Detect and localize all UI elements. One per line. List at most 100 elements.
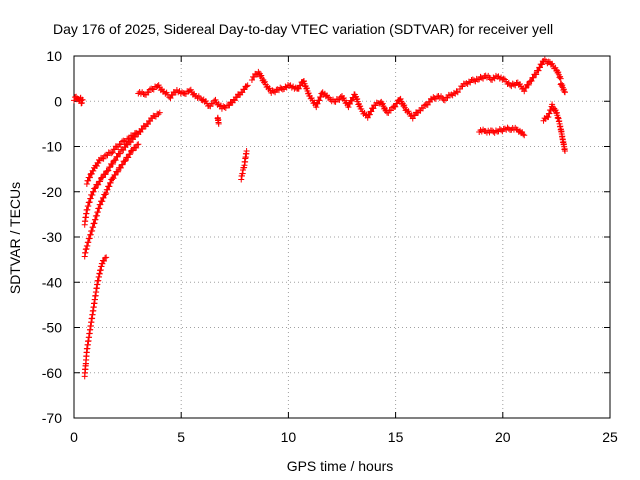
data-point <box>533 71 540 78</box>
data-point <box>555 69 562 76</box>
data-point <box>539 61 546 68</box>
data-point <box>454 89 461 96</box>
series-seg-i <box>248 68 461 122</box>
data-point <box>86 174 93 181</box>
data-point <box>521 132 528 139</box>
y-tick-label: 10 <box>46 48 62 64</box>
data-point <box>88 170 95 177</box>
data-point <box>125 136 132 143</box>
x-tick-label: 0 <box>70 429 78 445</box>
data-point <box>392 103 399 110</box>
data-point <box>303 85 310 92</box>
data-point <box>530 74 537 81</box>
data-point <box>261 78 268 85</box>
data-point <box>366 111 373 118</box>
data-point <box>357 103 364 110</box>
data-point <box>119 161 126 168</box>
data-point <box>110 175 117 182</box>
data-point <box>95 181 102 188</box>
data-point <box>162 90 169 97</box>
data-point <box>521 88 528 95</box>
series-seg-g <box>214 114 222 127</box>
data-point <box>528 77 535 84</box>
series-seg-k <box>476 124 528 139</box>
data-point <box>92 184 99 191</box>
data-point <box>349 97 356 104</box>
data-point <box>106 183 113 190</box>
x-tick-label: 25 <box>602 429 618 445</box>
data-point <box>336 96 343 103</box>
data-point <box>102 171 109 178</box>
y-tick-label: -40 <box>42 274 62 290</box>
data-point <box>546 110 553 117</box>
data-point <box>125 154 132 161</box>
data-points <box>71 56 568 380</box>
data-point <box>379 100 386 107</box>
y-tick-label: -70 <box>42 410 62 426</box>
data-point <box>368 108 375 115</box>
data-point <box>505 125 512 132</box>
data-point <box>523 85 530 92</box>
data-point <box>112 171 119 178</box>
data-point <box>364 114 371 121</box>
data-point <box>89 192 96 199</box>
data-point <box>557 75 564 82</box>
data-point <box>107 179 114 186</box>
data-point <box>121 158 128 165</box>
data-point <box>133 129 140 136</box>
data-point <box>313 104 320 111</box>
data-point <box>156 109 163 116</box>
data-point <box>83 181 90 188</box>
data-point <box>85 177 92 184</box>
data-point <box>308 94 315 101</box>
x-tick-label: 10 <box>281 429 297 445</box>
data-point <box>420 105 427 112</box>
series-seg-m <box>557 80 568 96</box>
x-tick-label: 15 <box>388 429 404 445</box>
data-point <box>79 96 86 103</box>
data-point <box>340 94 347 101</box>
chart-title: Day 176 of 2025, Sidereal Day-to-day VTE… <box>53 21 553 37</box>
data-point <box>545 114 552 121</box>
data-point <box>127 151 134 158</box>
data-point <box>104 168 111 175</box>
y-tick-label: 0 <box>54 93 62 109</box>
data-point <box>394 100 401 107</box>
data-point <box>243 148 250 155</box>
data-point <box>117 150 124 157</box>
data-point <box>107 164 114 171</box>
data-point <box>500 75 507 82</box>
data-point <box>103 190 110 197</box>
data-point <box>504 81 511 88</box>
data-point <box>101 257 108 264</box>
y-axis-label: SDTVAR / TECUs <box>7 182 23 294</box>
data-point <box>317 93 324 100</box>
data-point <box>103 254 110 261</box>
data-point <box>93 162 100 169</box>
data-point <box>115 168 122 175</box>
data-point <box>108 150 115 157</box>
series-seg-f <box>135 82 251 112</box>
x-tick-label: 20 <box>495 429 511 445</box>
data-point <box>258 72 265 79</box>
y-tick-label: -30 <box>42 229 62 245</box>
data-point <box>346 100 353 107</box>
data-point <box>109 161 116 168</box>
data-point <box>90 167 97 174</box>
y-tick-label: -20 <box>42 184 62 200</box>
data-point <box>316 97 323 104</box>
data-point <box>453 88 460 95</box>
data-point <box>305 90 312 97</box>
y-tick-label: -10 <box>42 139 62 155</box>
data-point <box>97 178 104 185</box>
series-seg-b <box>81 254 110 380</box>
data-point <box>401 102 408 109</box>
series-seg-h <box>238 148 250 183</box>
data-point <box>209 100 216 107</box>
grid <box>74 56 610 418</box>
data-point <box>536 64 543 71</box>
data-point <box>90 188 97 195</box>
data-point <box>100 194 107 201</box>
data-point <box>99 174 106 181</box>
data-point <box>114 153 121 160</box>
